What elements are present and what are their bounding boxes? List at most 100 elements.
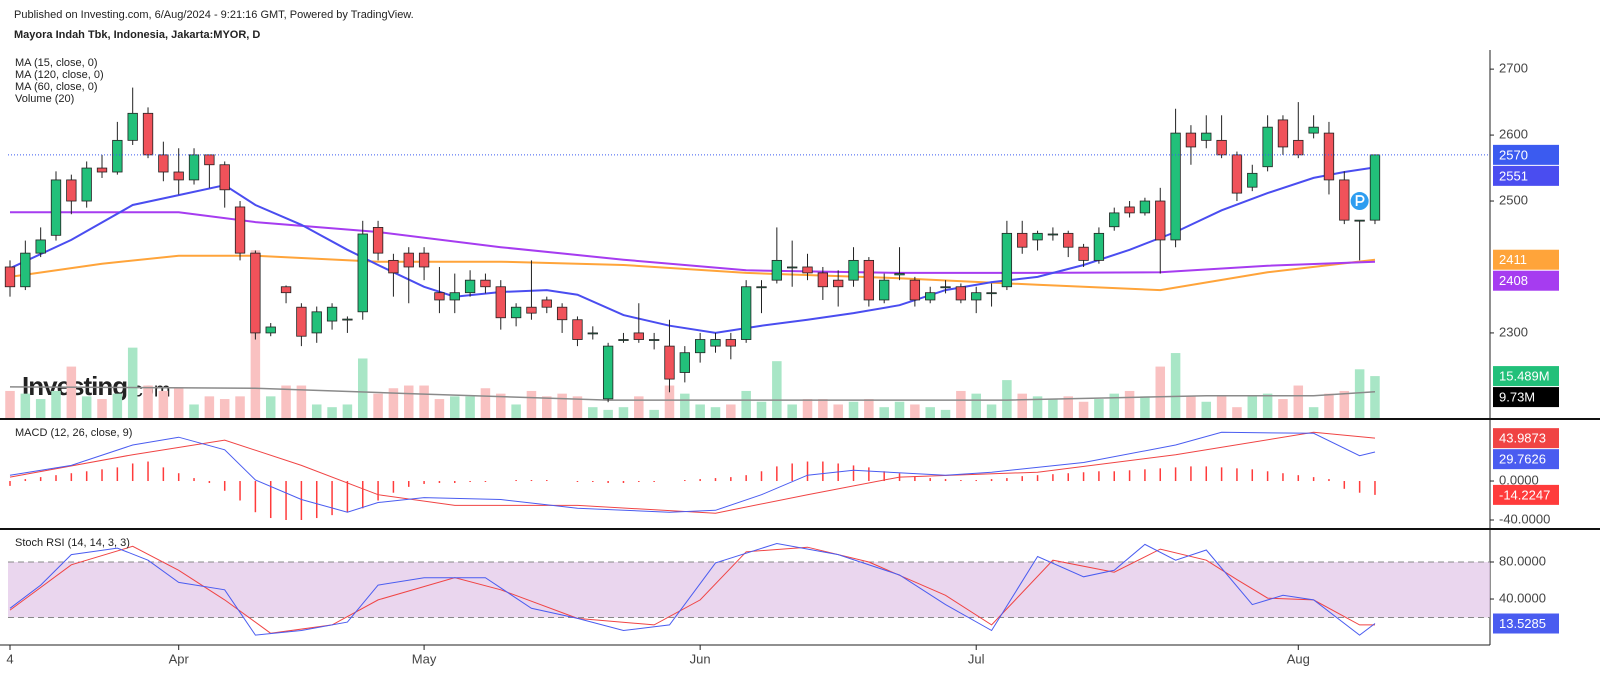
candle-body — [449, 292, 460, 301]
legend-entry: MA (15, close, 0) — [15, 57, 98, 69]
volume-bar — [1308, 407, 1319, 418]
y-tick-label: 40.0000 — [1499, 590, 1546, 605]
candle-body — [955, 286, 967, 301]
volume-bar — [20, 393, 31, 418]
indicator-line — [9, 545, 1375, 634]
volume-bar — [204, 396, 215, 418]
volume-bar — [480, 388, 491, 418]
volume-bar — [1109, 393, 1120, 418]
volume-bar — [986, 404, 997, 418]
y-tick-label: -40.0000 — [1499, 511, 1550, 526]
candle-body — [234, 206, 246, 254]
volume-bar — [1078, 401, 1089, 418]
volume-bar — [1247, 396, 1258, 418]
volume-bar — [1048, 399, 1058, 418]
volume-bar — [496, 393, 506, 418]
volume-bar — [265, 396, 276, 418]
volume-bar — [726, 404, 736, 418]
volume-bar — [710, 407, 721, 418]
legend-entry: Volume (20) — [15, 93, 74, 105]
volume-bar — [1216, 396, 1227, 418]
volume-bar — [1262, 393, 1273, 418]
published-note: Published on Investing.com, 6/Aug/2024 -… — [14, 9, 414, 21]
candle-body — [372, 227, 384, 254]
candle-body — [1277, 119, 1289, 148]
volume-bar — [1339, 390, 1350, 418]
candle-body — [1262, 126, 1273, 168]
candle-body — [1017, 232, 1028, 248]
volume-bar — [327, 407, 337, 418]
candle-body — [357, 233, 368, 313]
candle-body — [679, 352, 690, 373]
volume-bar — [5, 390, 15, 418]
candle-body — [204, 154, 215, 166]
value-flag-bg — [1493, 249, 1559, 270]
candle-body — [1201, 132, 1212, 141]
candle-body — [817, 272, 829, 288]
volume-bar — [910, 404, 920, 418]
value-flag-bg — [1493, 387, 1559, 408]
candle-body — [1170, 132, 1181, 241]
volume-bar — [311, 404, 322, 418]
candle-body — [1155, 200, 1166, 241]
y-tick-label: 0.0000 — [1499, 472, 1539, 487]
candle-body — [848, 259, 859, 281]
value-flag: 15.489M — [1499, 369, 1550, 384]
candle-body — [158, 154, 169, 173]
value-flag: 29.7626 — [1499, 452, 1546, 467]
volume-bar — [511, 404, 521, 418]
volume-bar — [112, 393, 123, 418]
volume-bar — [342, 404, 353, 418]
volume-bar — [403, 385, 414, 418]
volume-bar — [1124, 390, 1135, 418]
candle-body — [710, 339, 721, 347]
volume-bar — [1293, 385, 1304, 418]
candle-body — [648, 339, 660, 341]
candle-body — [1047, 233, 1059, 236]
volume-bar — [664, 385, 675, 418]
candle-body — [510, 306, 522, 319]
candle-body — [664, 345, 675, 380]
legend-entry: MA (60, close, 0) — [15, 81, 98, 93]
y-tick-label: 80.0000 — [1499, 553, 1546, 568]
volume-bar — [588, 407, 598, 418]
moving-average-line — [9, 166, 1376, 334]
volume-bar — [1155, 366, 1166, 418]
candle-body — [296, 306, 307, 337]
volume-bar — [1370, 376, 1380, 418]
y-tick-label: 2300 — [1499, 324, 1528, 339]
candle-body — [495, 286, 506, 319]
x-tick-label: Aug — [1287, 651, 1310, 666]
volume-bar — [741, 390, 751, 418]
candle-body — [326, 306, 338, 322]
x-tick-label: 4 — [6, 651, 13, 666]
volume-bar — [1063, 396, 1073, 418]
volume-bar — [173, 388, 184, 418]
volume-bar — [143, 385, 153, 418]
candle-body — [556, 306, 568, 321]
volume-bar — [925, 407, 935, 418]
legend-entry: Stoch RSI (14, 14, 3, 3) — [15, 537, 130, 549]
indicator-line — [9, 431, 1376, 513]
event-marker — [1350, 192, 1369, 211]
volume-bar — [1324, 393, 1334, 418]
candle-body — [1354, 219, 1365, 222]
candle-body — [50, 179, 62, 236]
candle-body — [986, 292, 997, 295]
candle-body — [1093, 232, 1105, 261]
volume-bar — [189, 404, 199, 418]
event-marker-icon — [1355, 195, 1365, 207]
candle-body — [388, 259, 399, 274]
candle-body — [1078, 246, 1089, 261]
volume-bar — [434, 399, 445, 418]
value-flag-bg — [1493, 366, 1559, 387]
candle-body — [142, 112, 154, 156]
candle-body — [66, 179, 77, 202]
volume-bar — [879, 407, 889, 418]
candle-body — [1001, 232, 1013, 288]
candle-body — [81, 167, 92, 202]
volume-bar — [971, 393, 981, 418]
chart-title: Mayora Indah Tbk, Indonesia, Jakarta:MYO… — [14, 29, 260, 41]
candle-body — [188, 154, 200, 181]
